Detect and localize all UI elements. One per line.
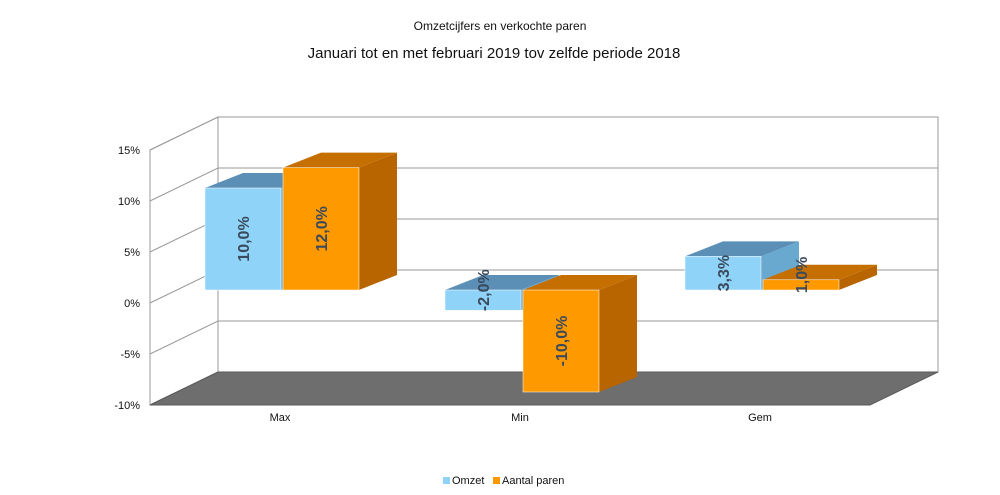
- chart-subtitle: Januari tot en met februari 2019 tov zel…: [308, 45, 681, 62]
- legend-label: Aantal paren: [502, 475, 564, 487]
- data-label: 12,0%: [314, 206, 331, 251]
- bar-top: [445, 275, 559, 290]
- y-tick-label: -5%: [120, 349, 140, 361]
- legend-swatch: [443, 477, 450, 484]
- bar-top: [763, 264, 877, 280]
- y-tick-label: 15%: [118, 145, 140, 157]
- plot-area: 15% 10% 5% 0% -5% -10% 10,0% 12,0% Max -2,0% -10,0…: [114, 116, 939, 424]
- x-tick-label: Min: [511, 412, 529, 424]
- legend-label: Omzet: [452, 475, 484, 487]
- data-label: -2,0%: [476, 269, 493, 311]
- bar-top: [283, 152, 397, 168]
- gridline: [149, 320, 938, 355]
- chart-title: Omzetcijfers en verkochte paren: [414, 19, 587, 33]
- y-tick-label: 0%: [124, 298, 140, 310]
- legend: Omzet Aantal paren: [443, 475, 564, 487]
- data-label: 10,0%: [236, 216, 253, 261]
- data-label: 1,0%: [794, 257, 811, 293]
- bar: [204, 187, 282, 291]
- bar: [762, 279, 840, 291]
- legend-swatch: [493, 477, 500, 484]
- x-tick-label: Gem: [748, 412, 772, 424]
- bar-side: [599, 275, 637, 392]
- gridline: [149, 167, 938, 202]
- gridline: [149, 116, 938, 151]
- bar-top: [685, 241, 799, 257]
- bar-side: [839, 264, 877, 290]
- data-label: -10,0%: [554, 316, 571, 367]
- bar: [684, 256, 762, 291]
- y-tick-label: -10%: [114, 400, 140, 412]
- y-tick-label: 5%: [124, 247, 140, 259]
- bar: [282, 167, 360, 291]
- y-tick-label: 10%: [118, 196, 140, 208]
- bar-top: [523, 275, 637, 290]
- x-tick-label: Max: [270, 412, 291, 424]
- data-label: 3,3%: [716, 255, 733, 291]
- bar-side: [359, 152, 397, 290]
- bar: [522, 289, 600, 393]
- bar: [444, 289, 522, 311]
